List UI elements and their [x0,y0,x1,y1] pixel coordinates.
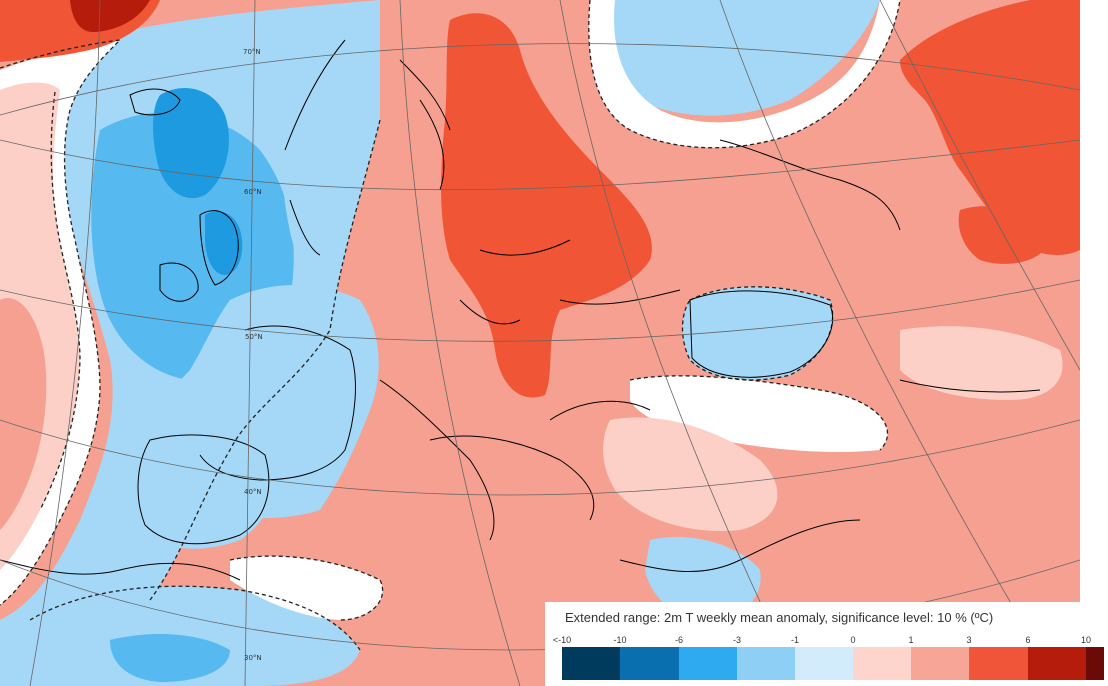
black-sea-cold [682,286,833,380]
east-europe-warm-core [441,13,652,398]
arctic-neutral [588,0,900,148]
right-margin [1080,0,1108,602]
legend-tick-label: 0 [850,635,856,645]
legend-swatch [911,647,969,680]
legend-swatch [562,647,620,680]
legend-tick-label: -3 [732,635,742,645]
legend-swatch [620,647,679,680]
greenland-hot [70,0,150,33]
legend-tick-label: -10 [613,635,627,645]
siberia-warm-core [900,0,1080,255]
legend-swatch [795,647,853,680]
legend-swatch [1028,647,1086,680]
north-africa-cold [30,586,360,686]
legend-tick-label: <-10 [552,635,572,645]
iceland-cold-core [153,87,229,199]
legend-swatch [969,647,1028,680]
lat-label-30: 30°N [244,654,262,662]
iberia-cold [131,445,274,549]
legend-tick-label: 3 [966,635,972,645]
north-africa-cold-core [110,634,230,682]
coastlines [0,39,1041,581]
southeast-pink [900,326,1063,400]
anomaly-map: 70°N 60°N 50°N 40°N 30°N [0,0,1080,686]
lat-label-40: 40°N [244,488,262,496]
legend-tick-label: 6 [1025,635,1031,645]
legend-title: Extended range: 2m T weekly mean anomaly… [565,610,994,625]
scotland-cold-core [205,211,243,275]
legend-swatch [737,647,795,680]
arctic-cold [609,0,880,116]
west-salmon-patch [0,298,47,530]
significance-contours [0,0,901,651]
lat-label-50: 50°N [245,333,263,341]
colorbar-legend: Extended range: 2m T weekly mean anomaly… [545,602,1108,686]
levant-cold [645,536,761,620]
legend-swatch [679,647,737,680]
lat-label-70: 70°N [243,48,261,56]
legend-tick-label: 10 [1080,635,1092,645]
latitude-labels: 70°N 60°N 50°N 40°N 30°N [243,48,263,662]
scandinavia-cold [280,23,371,253]
legend-tick-label: 1 [908,635,914,645]
legend-swatch [853,647,911,680]
legend-swatch [1086,647,1104,680]
med-pink [603,417,778,531]
legend-tick-label: -1 [790,635,800,645]
lat-label-60: 60°N [244,188,262,196]
map-canvas: 70°N 60°N 50°N 40°N 30°N [0,0,1080,686]
africa-neutral [230,556,383,620]
legend-tick-label: -6 [674,635,684,645]
legend-colorbar [562,647,1104,680]
